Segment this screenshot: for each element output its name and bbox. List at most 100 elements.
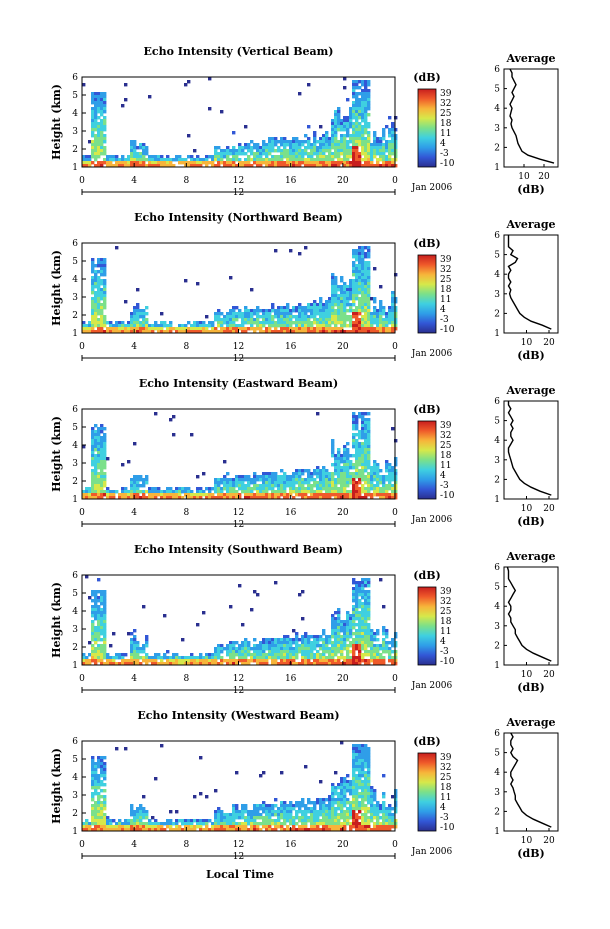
heatmap-cell: [370, 795, 374, 799]
heatmap-cell: [376, 469, 380, 473]
heatmap-cell: [97, 614, 101, 618]
heatmap-cell: [358, 599, 362, 603]
heatmap-cell: [271, 161, 275, 165]
heatmap-cell: [211, 493, 215, 497]
heatmap-cell: [178, 828, 182, 832]
heatmap-cell: [166, 490, 170, 494]
heatmap-cell: [199, 164, 203, 168]
heatmap-cell: [250, 816, 254, 820]
heatmap-cell: [271, 650, 275, 654]
heatmap-cell: [319, 330, 323, 334]
heatmap-cell: [367, 493, 371, 497]
heatmap-cell: [364, 276, 368, 280]
heatmap-cell: [139, 330, 143, 334]
heatmap-cell: [142, 321, 146, 325]
heatmap-cell: [232, 490, 236, 494]
heatmap-cell: [163, 828, 167, 832]
heatmap-cell: [232, 146, 236, 150]
heatmap-cell: [331, 825, 335, 829]
heatmap-cell: [352, 463, 356, 467]
heatmap-cell: [139, 161, 143, 165]
heatmap-cell: [358, 662, 362, 666]
heatmap-cell: [103, 653, 107, 657]
heatmap-cell: [283, 324, 287, 328]
heatmap-cell: [244, 327, 248, 331]
heatmap-cell: [352, 774, 356, 778]
heatmap-cell: [319, 312, 323, 316]
heatmap-cell: [358, 783, 362, 787]
heatmap-cell: [250, 496, 254, 500]
heatmap-cell: [364, 789, 368, 793]
heatmap-cell: [130, 647, 134, 651]
heatmap-cell: [352, 578, 356, 582]
colorbar-tick-label: 11: [440, 461, 451, 471]
heatmap-cell: [103, 273, 107, 277]
heatmap-cell: [262, 810, 266, 814]
profile-y-tick-label: 6: [494, 563, 500, 573]
heatmap-cell: [361, 786, 365, 790]
heatmap-cell: [220, 161, 224, 165]
heatmap-cell: [367, 599, 371, 603]
heatmap-cell: [343, 158, 347, 162]
heatmap-cell: [184, 493, 188, 497]
heatmap-cell: [316, 650, 320, 654]
heatmap-cell: [304, 324, 308, 328]
heatmap-cell: [289, 312, 293, 316]
heatmap-cell: [301, 638, 305, 642]
heatmap-cell: [391, 318, 395, 322]
heatmap-cell: [247, 315, 251, 319]
heatmap-cell: [343, 143, 347, 147]
heatmap-cell: [286, 819, 290, 823]
heatmap-cell: [310, 496, 314, 500]
heatmap-cell: [307, 143, 311, 147]
heatmap-cell: [343, 451, 347, 455]
heatmap-cell: [235, 475, 239, 479]
heatmap-cell: [259, 650, 263, 654]
heatmap-cell: [295, 330, 299, 334]
heatmap-cell: [376, 478, 380, 482]
heatmap-cell: [229, 662, 233, 666]
heatmap-cell: [382, 632, 386, 636]
heatmap-cell: [373, 297, 377, 301]
heatmap-cell: [364, 288, 368, 292]
heatmap-cell: [97, 798, 101, 802]
heatmap-cell: [265, 804, 269, 808]
heatmap-cell: [394, 484, 398, 488]
heatmap-cell: [100, 152, 104, 156]
heatmap-cell: [280, 641, 284, 645]
colorbar-tick-label: 4: [440, 637, 446, 647]
heatmap-cell: [133, 318, 137, 322]
heatmap-cell: [124, 493, 128, 497]
heatmap-cell: [253, 496, 257, 500]
heatmap-cell: [169, 819, 173, 823]
heatmap-cell: [253, 816, 257, 820]
heatmap-cell: [352, 472, 356, 476]
heatmap-cell: [190, 819, 194, 823]
heatmap-cell: [103, 807, 107, 811]
heatmap-cell: [238, 493, 242, 497]
heatmap-cell: [277, 822, 281, 826]
heatmap-cell: [343, 457, 347, 461]
heatmap-cell: [367, 330, 371, 334]
heatmap-cell: [361, 828, 365, 832]
heatmap-cell: [223, 318, 227, 322]
heatmap-cell: [103, 300, 107, 304]
heatmap-cell: [295, 822, 299, 826]
heatmap-cell: [94, 463, 98, 467]
heatmap-cell: [217, 825, 221, 829]
heatmap-cell: [391, 327, 395, 331]
heatmap-cell: [91, 427, 95, 431]
heatmap-cell: [364, 318, 368, 322]
heatmap-cell: [160, 155, 164, 159]
heatmap-cell: [337, 297, 341, 301]
heatmap-cell: [349, 155, 353, 159]
heatmap-cell: [361, 626, 365, 630]
heatmap-cell: [259, 478, 263, 482]
heatmap-cell: [100, 768, 104, 772]
heatmap-cell: [349, 659, 353, 663]
heatmap-cell: [100, 608, 104, 612]
heatmap-cell: [337, 626, 341, 630]
heatmap-cell: [241, 828, 245, 832]
heatmap-cell: [337, 300, 341, 304]
heatmap-cell: [292, 487, 296, 491]
